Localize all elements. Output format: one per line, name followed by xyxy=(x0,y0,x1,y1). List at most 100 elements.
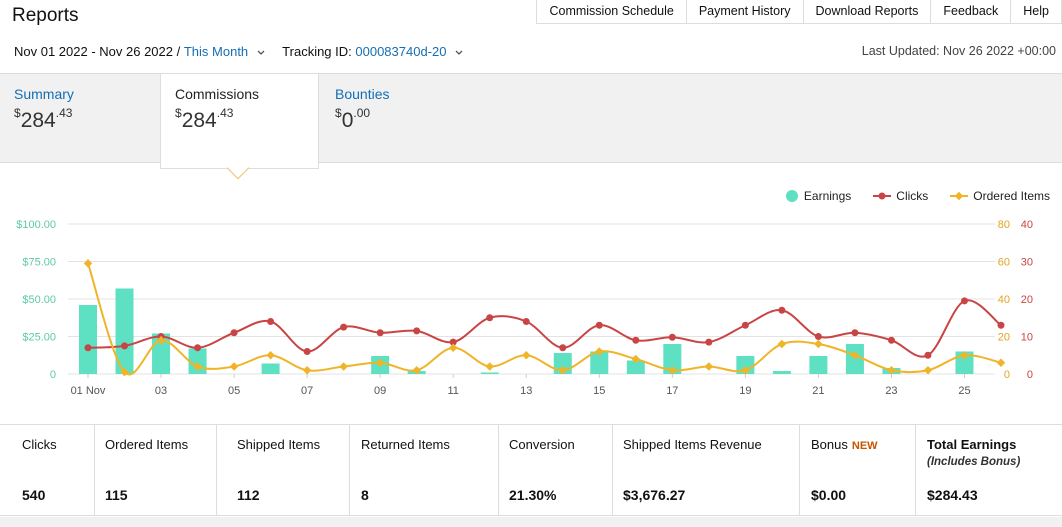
ordered-items-point xyxy=(120,367,129,377)
tab-commissions-label: Commissions xyxy=(175,86,260,102)
y-tick-ordered: 60 xyxy=(998,257,1010,269)
clicks-point xyxy=(376,329,384,337)
period-link[interactable]: This Month xyxy=(183,44,249,59)
stat-clicks-value: 540 xyxy=(22,487,46,503)
ordered-items-point xyxy=(412,366,421,375)
ordered-items-point xyxy=(558,366,568,375)
clicks-point xyxy=(121,342,129,350)
legend-earnings-label: Earnings xyxy=(803,189,852,203)
earnings-bar xyxy=(115,288,134,374)
ordered-items-point xyxy=(631,354,641,364)
stat-total-earnings-value: $284.43 xyxy=(927,487,978,503)
x-tick-label: 03 xyxy=(155,385,167,397)
ordered-items-point xyxy=(668,366,677,375)
date-range-selector[interactable]: Nov 01 2022 - Nov 26 2022 / This Month T… xyxy=(14,44,464,59)
y-tick-earnings: $75.00 xyxy=(22,257,56,269)
stat-ordered-items: Ordered Items 115 xyxy=(95,425,217,515)
earnings-bar xyxy=(626,360,645,374)
ordered-items-point xyxy=(814,339,823,349)
y-tick-ordered: 80 xyxy=(998,219,1010,231)
x-tick-label: 19 xyxy=(739,385,751,397)
nav-payment-history[interactable]: Payment History xyxy=(686,0,804,24)
clicks-point xyxy=(632,336,640,344)
y-tick-clicks: 20 xyxy=(1021,294,1033,306)
x-tick-label: 23 xyxy=(885,385,897,397)
nav-commission-schedule[interactable]: Commission Schedule xyxy=(536,0,687,24)
tracking-id-value[interactable]: 000083740d-20 xyxy=(355,44,447,59)
ordered-items-point xyxy=(339,362,348,371)
legend-clicks[interactable]: Clicks xyxy=(873,189,928,203)
ordered-items-point xyxy=(302,366,312,375)
clicks-point xyxy=(522,318,530,325)
top-nav: Commission Schedule Payment History Down… xyxy=(536,0,1062,24)
new-badge: NEW xyxy=(851,440,878,452)
clicks-point xyxy=(997,321,1005,329)
stat-total-earnings: Total Earnings (Includes Bonus) $284.43 xyxy=(916,425,1062,515)
tab-commissions[interactable]: Commissions $284.43 xyxy=(160,74,319,169)
chevron-down-icon[interactable] xyxy=(256,48,266,58)
clicks-point xyxy=(559,344,567,352)
clicks-point xyxy=(303,348,311,355)
clicks-point xyxy=(887,336,895,344)
ordered-items-point xyxy=(996,358,1006,367)
clicks-line-icon xyxy=(873,192,892,200)
clicks-point xyxy=(486,314,494,322)
clicks-point xyxy=(595,321,603,329)
stat-shipped-revenue: Shipped Items Revenue $3,676.27 xyxy=(613,425,800,515)
earnings-bar xyxy=(809,356,828,374)
page-title: Reports xyxy=(12,5,79,26)
y-tick-clicks: 30 xyxy=(1021,257,1033,269)
chart-legend: Earnings Clicks Ordered Items xyxy=(785,189,1050,203)
y-tick-clicks: 40 xyxy=(1021,219,1033,231)
ordered-items-point xyxy=(777,339,787,349)
stat-shipped-revenue-label: Shipped Items Revenue xyxy=(623,437,762,452)
ordered-items-point xyxy=(704,362,714,371)
stat-shipped-items-label: Shipped Items xyxy=(237,437,321,452)
ordered-items-point xyxy=(229,362,239,371)
ordered-items-point xyxy=(595,347,604,356)
stat-returned-items-value: 8 xyxy=(361,487,369,503)
stat-conversion-value: 21.30% xyxy=(509,487,557,503)
earnings-bar xyxy=(590,351,609,374)
ordered-items-point xyxy=(923,366,933,375)
ordered-items-point xyxy=(850,351,860,360)
clicks-point xyxy=(705,338,713,346)
tracking-id-selector[interactable]: Tracking ID: 000083740d-20 xyxy=(282,44,464,59)
legend-earnings[interactable]: Earnings xyxy=(785,189,851,203)
stat-shipped-items: Shipped Items 112 xyxy=(217,425,350,515)
earnings-bar xyxy=(79,305,97,374)
date-range-text: Nov 01 2022 - Nov 26 2022 / xyxy=(14,44,181,59)
clicks-point xyxy=(267,318,275,325)
x-tick-label: 01 Nov xyxy=(71,385,106,397)
stat-conversion-label: Conversion xyxy=(509,437,575,452)
ordered-items-line xyxy=(87,263,1002,376)
clicks-point xyxy=(814,333,822,340)
stat-returned-items: Returned Items 8 xyxy=(350,425,499,515)
y-tick-clicks: 0 xyxy=(1027,369,1033,381)
legend-ordered-items[interactable]: Ordered Items xyxy=(950,189,1050,203)
legend-ordered-items-label: Ordered Items xyxy=(973,189,1050,203)
footer-strip xyxy=(0,517,1062,527)
legend-clicks-label: Clicks xyxy=(896,189,929,203)
earnings-bar xyxy=(663,344,682,374)
nav-help[interactable]: Help xyxy=(1011,0,1062,24)
ordered-items-point xyxy=(960,351,969,360)
stat-clicks: Clicks 540 xyxy=(0,425,95,515)
chevron-down-icon[interactable] xyxy=(454,48,464,58)
earnings-bar xyxy=(772,371,791,374)
x-tick-label: 09 xyxy=(374,385,386,397)
x-tick-label: 17 xyxy=(666,385,678,397)
y-tick-earnings: $50.00 xyxy=(22,294,56,306)
y-tick-earnings: 0 xyxy=(50,369,56,381)
clicks-point xyxy=(340,323,348,331)
nav-download-reports[interactable]: Download Reports xyxy=(803,0,932,24)
tab-summary-label: Summary xyxy=(14,86,74,102)
earnings-bar xyxy=(480,372,499,374)
tab-summary[interactable]: Summary $284.43 xyxy=(0,74,160,164)
tab-bounties[interactable]: Bounties $0.00 xyxy=(321,74,481,164)
ordered-items-point xyxy=(83,259,93,268)
tab-bounties-label: Bounties xyxy=(335,86,390,102)
stat-shipped-revenue-value: $3,676.27 xyxy=(623,487,686,503)
nav-feedback[interactable]: Feedback xyxy=(931,0,1012,24)
ordered-items-point xyxy=(448,343,458,352)
